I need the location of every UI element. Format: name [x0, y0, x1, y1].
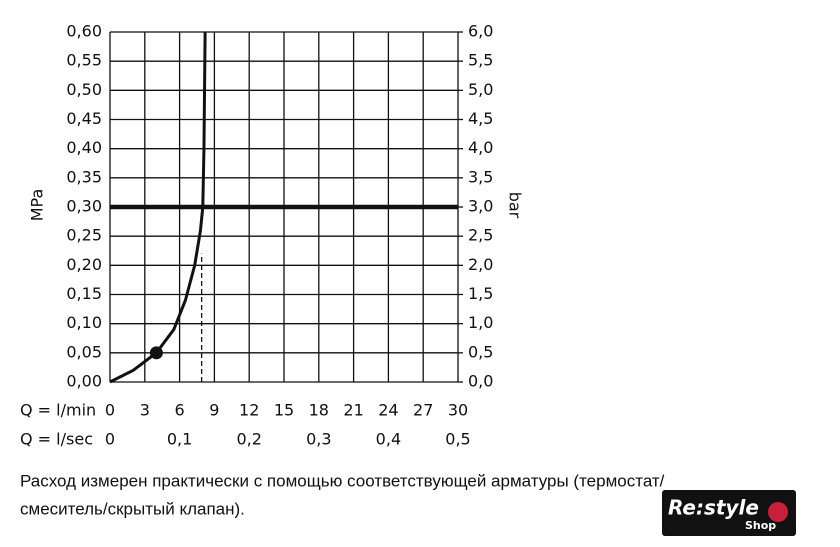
x2-tick-label: 0,1 [167, 430, 192, 449]
x2-tick-label: 0,5 [445, 430, 470, 449]
x2-tick-label: 0 [105, 430, 115, 449]
x2-tick-label: 0,2 [236, 430, 261, 449]
x-tick-label: 0 [105, 401, 115, 420]
x2-tick-label: 0,4 [376, 430, 401, 449]
y-tick-label: 0,05 [66, 342, 102, 361]
x2-tick-label: 0,3 [306, 430, 331, 449]
y2-tick-label: 4,5 [468, 109, 493, 128]
y-tick-label: 0,20 [66, 255, 102, 274]
y-tick-label: 0,45 [66, 109, 102, 128]
flow-curve [109, 31, 207, 384]
y-tick-label: 0,40 [66, 138, 102, 157]
logo: Re:style Shop [662, 490, 796, 536]
logo-icon [768, 502, 788, 522]
y-tick-label: 0,00 [66, 372, 102, 391]
y2-tick-label: 2,0 [468, 255, 493, 274]
x-tick-label: 9 [209, 401, 219, 420]
x-tick-label: 18 [309, 401, 329, 420]
y-tick-label: 0,10 [66, 313, 102, 332]
x-tick-label: 30 [448, 401, 468, 420]
y2-tick-label: 4,0 [468, 138, 493, 157]
y2-tick-label: 6,0 [468, 22, 493, 41]
x-tick-label: 6 [175, 401, 185, 420]
y-tick-label: 0,55 [66, 51, 102, 70]
x-tick-label: 3 [140, 401, 150, 420]
x-tick-label: 15 [274, 401, 294, 420]
y2-tick-label: 2,5 [468, 226, 493, 245]
y-tick-label: 0,25 [66, 226, 102, 245]
y2-tick-label: 3,0 [468, 197, 493, 216]
y2-tick-label: 0,5 [468, 342, 493, 361]
caption-line: смеситель/скрытый клапан). [20, 499, 245, 518]
caption-line: Расход измерен практически с помощью соо… [20, 471, 665, 490]
x-tick-label: 27 [413, 401, 433, 420]
y-tick-label: 0,15 [66, 284, 102, 303]
y-tick-label: 0,30 [66, 197, 102, 216]
logo-name: Re:style [668, 496, 759, 520]
y2-tick-label: 0,0 [468, 372, 493, 391]
x-tick-label: 21 [343, 401, 363, 420]
y2-axis-label: bar [506, 192, 525, 219]
y2-tick-label: 1,5 [468, 284, 493, 303]
logo-sub: Shop [745, 519, 776, 532]
y2-tick-label: 5,5 [468, 51, 493, 70]
y-tick-label: 0,50 [66, 80, 102, 99]
y-axis-label: MPa [28, 189, 47, 222]
y2-tick-label: 3,5 [468, 167, 493, 186]
y-tick-label: 0,60 [66, 22, 102, 41]
logo-box [662, 490, 796, 536]
y2-tick-label: 1,0 [468, 313, 493, 332]
x-row-label: Q = l/min [20, 401, 96, 420]
x-tick-label: 24 [378, 401, 398, 420]
y-tick-label: 0,35 [66, 167, 102, 186]
operating-point [149, 346, 163, 360]
y2-tick-label: 5,0 [468, 80, 493, 99]
x2-row-label: Q = l/sec [20, 430, 93, 449]
x-tick-label: 12 [239, 401, 259, 420]
